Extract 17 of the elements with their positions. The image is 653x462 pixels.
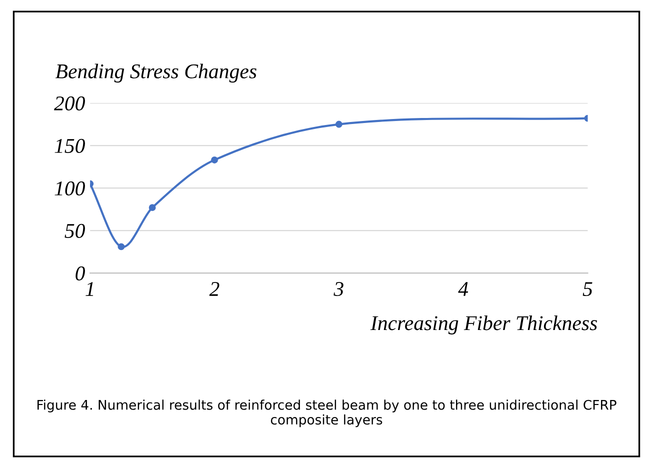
y-axis-title: Bending Stress Changes [55,64,256,83]
y-tick-label: 0 [76,266,85,280]
point [211,156,218,164]
caption: Figure 4. Numerical results of reinforced steel beam by one to three unidirectional CFRP composite layers [37,400,616,428]
point [335,120,342,128]
point [148,204,156,212]
x-tick-label: 4 [458,282,468,296]
x-tick-label: 1 [86,282,94,296]
x-tick-label: 3 [334,282,344,296]
point [118,243,125,250]
x-tick-label: 2 [209,282,220,296]
y-tick-label: 150 [54,138,85,153]
y-tick-label: 50 [64,224,85,238]
x-tick-label: 5 [582,282,592,296]
y-tick-label: 100 [54,181,85,196]
x-axis-title: Increasing Fiber Thickness [370,316,598,334]
y-tick-label: 200 [54,96,85,110]
